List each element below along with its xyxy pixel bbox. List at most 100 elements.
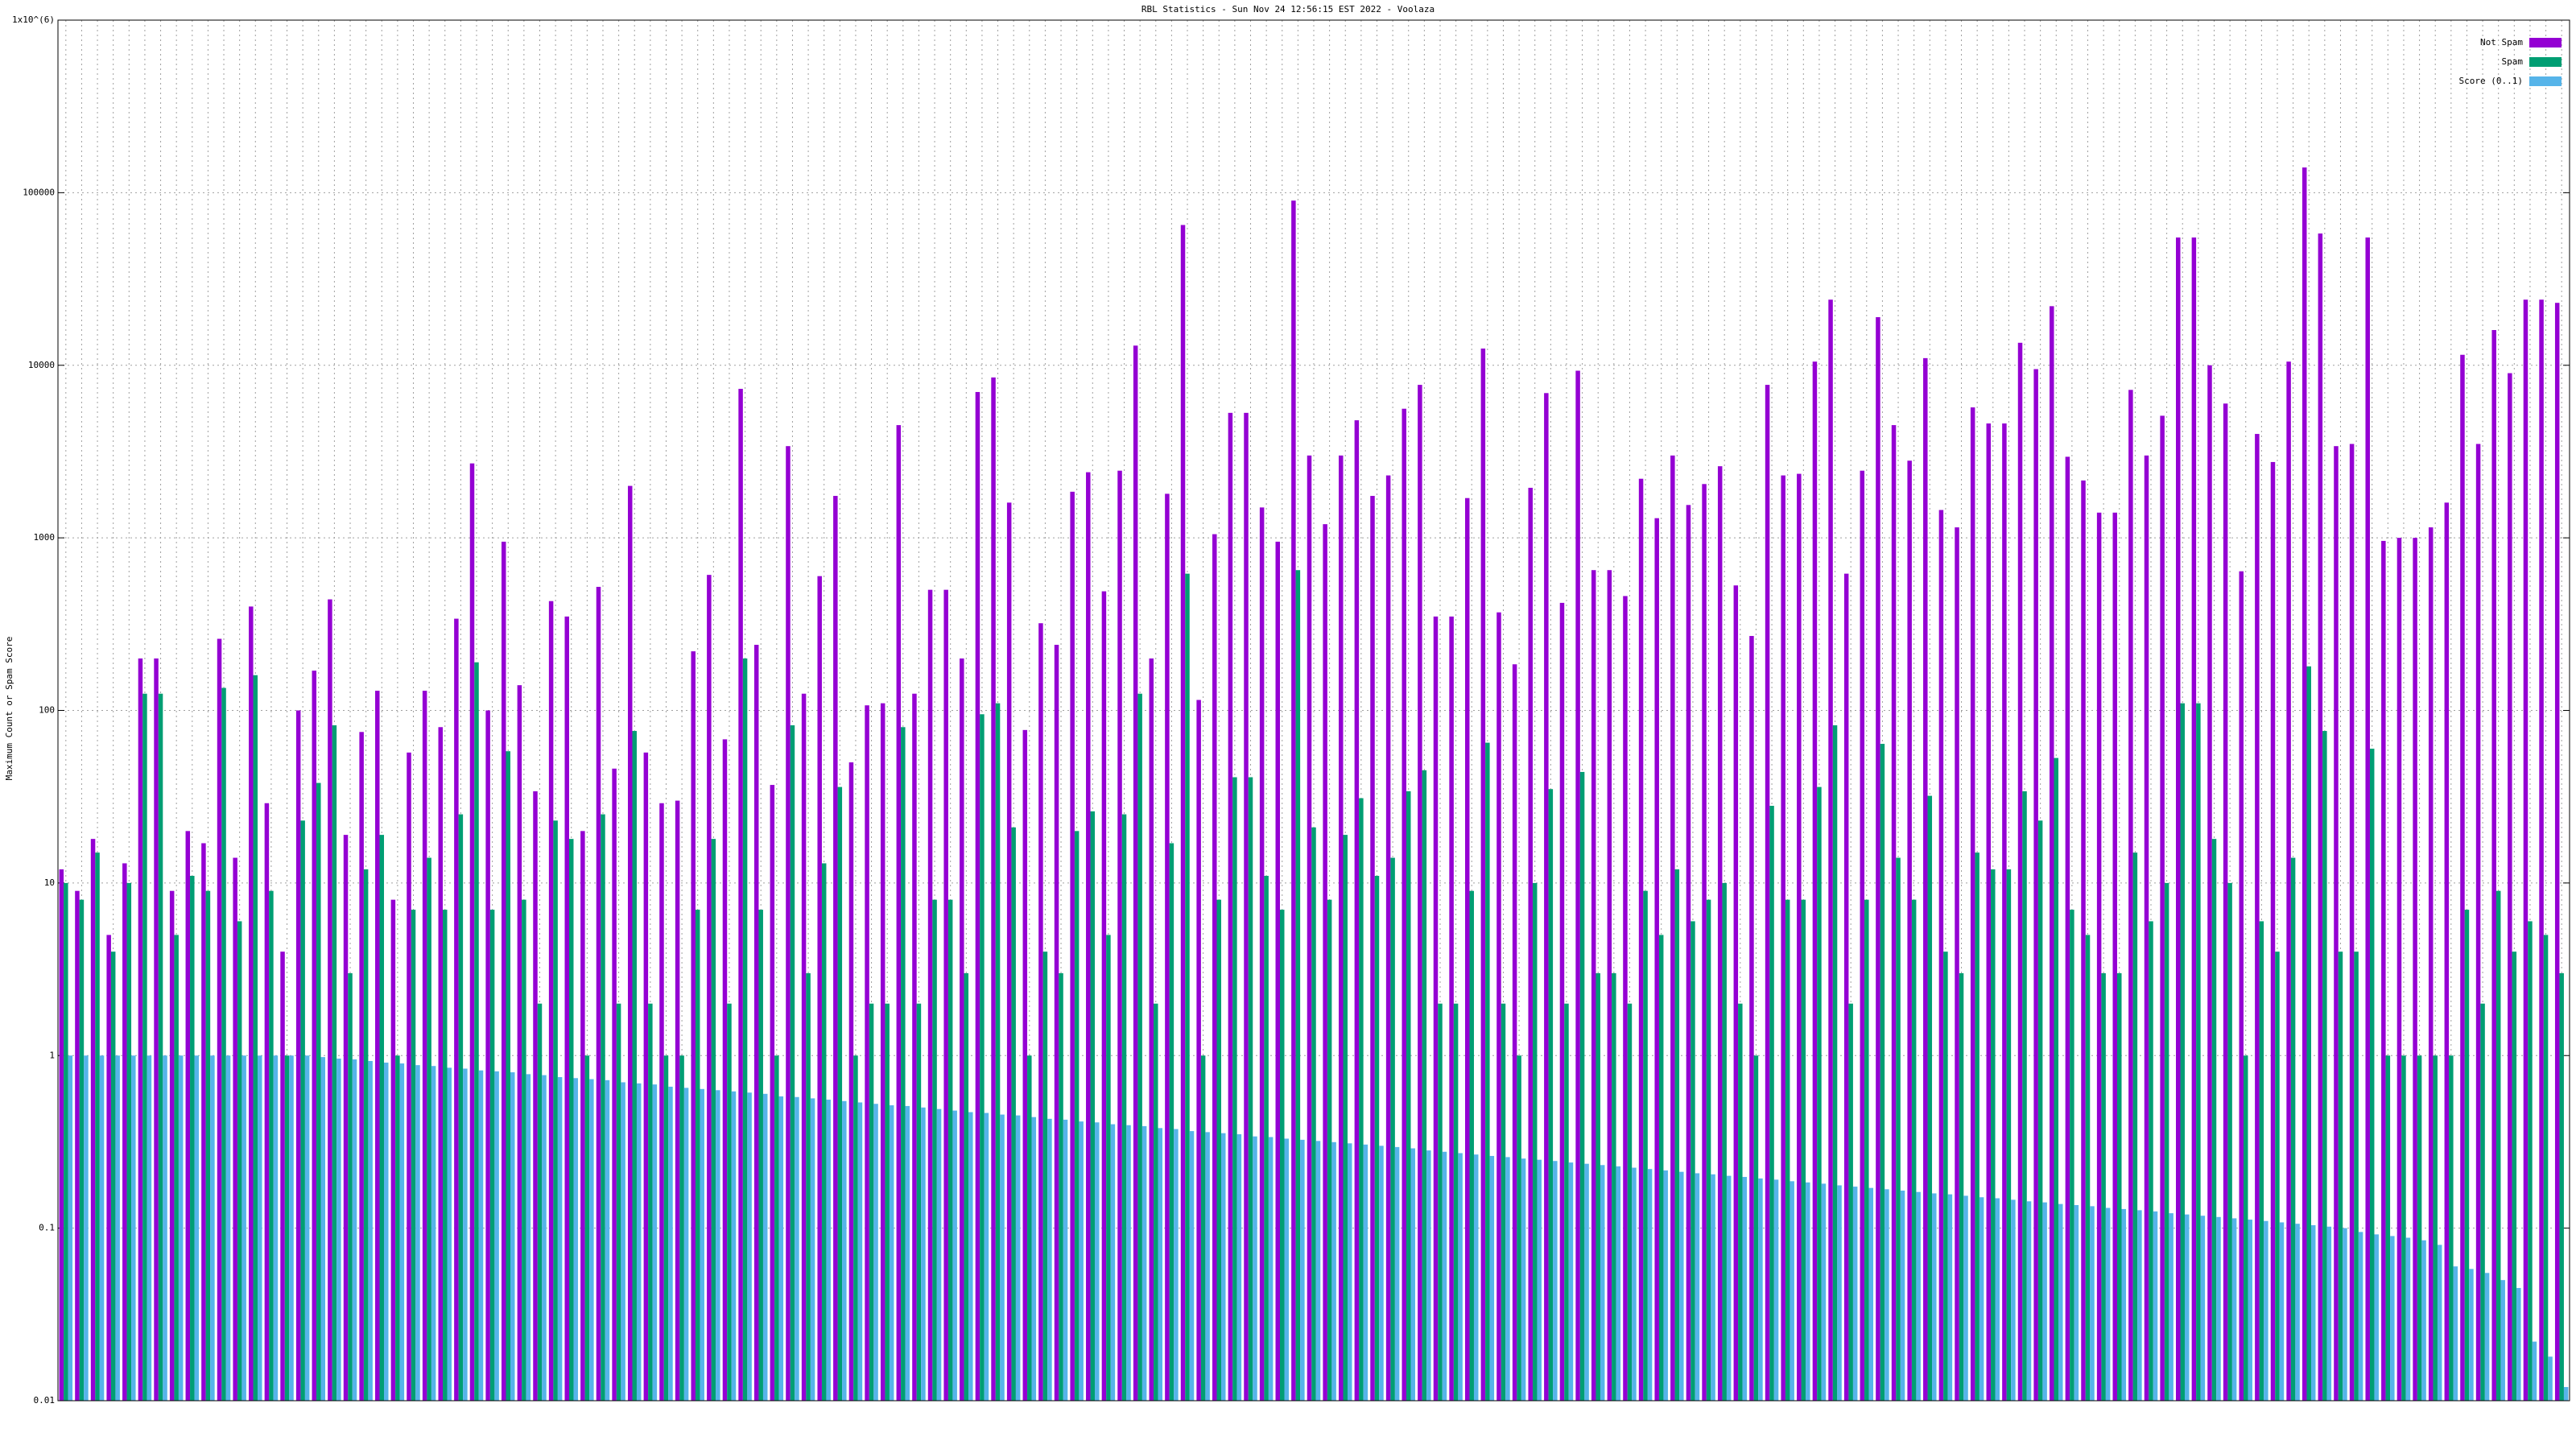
bar bbox=[2216, 1216, 2221, 1401]
bar bbox=[1711, 1174, 1715, 1401]
bar bbox=[2037, 820, 2043, 1401]
bar bbox=[675, 800, 680, 1401]
bar bbox=[2374, 1234, 2379, 1401]
bar bbox=[1244, 412, 1249, 1401]
bar bbox=[2469, 1269, 2474, 1401]
bar bbox=[526, 1074, 531, 1401]
bar bbox=[1643, 890, 1648, 1401]
bar bbox=[1070, 491, 1075, 1401]
bar bbox=[1300, 1139, 1305, 1401]
bar bbox=[522, 899, 526, 1401]
bar bbox=[210, 1055, 215, 1401]
bar bbox=[332, 724, 337, 1401]
bar bbox=[1079, 1121, 1084, 1401]
bar bbox=[1537, 1159, 1542, 1401]
bar bbox=[1259, 507, 1265, 1401]
bar bbox=[1095, 1122, 1100, 1401]
bar bbox=[454, 618, 459, 1401]
bar bbox=[205, 890, 211, 1401]
bar bbox=[95, 852, 100, 1401]
bar bbox=[1212, 534, 1217, 1401]
bar bbox=[1959, 972, 1964, 1401]
bar bbox=[384, 1063, 389, 1401]
bar bbox=[395, 1055, 400, 1401]
legend-swatch bbox=[2529, 57, 2562, 67]
bar bbox=[1154, 1003, 1158, 1401]
bar bbox=[2491, 329, 2496, 1401]
chart-title: RBL Statistics - Sun Nov 24 12:56:15 EST… bbox=[1141, 4, 1435, 14]
bar bbox=[1943, 952, 1948, 1401]
bar bbox=[1797, 473, 1802, 1401]
bar bbox=[1612, 972, 1616, 1401]
bar bbox=[786, 446, 791, 1401]
bar bbox=[163, 1055, 167, 1401]
bar bbox=[2211, 839, 2217, 1401]
bar bbox=[1323, 524, 1327, 1401]
bar bbox=[1022, 729, 1028, 1401]
y-tick-label: 1 bbox=[49, 1050, 55, 1060]
bar bbox=[1307, 455, 1312, 1402]
bar bbox=[438, 727, 444, 1401]
bar bbox=[1876, 316, 1880, 1401]
bar bbox=[494, 1071, 499, 1401]
bar bbox=[548, 601, 554, 1401]
bar bbox=[1126, 1125, 1131, 1401]
bar bbox=[1916, 1191, 1921, 1401]
bar bbox=[1295, 570, 1301, 1401]
bar bbox=[174, 935, 179, 1401]
bar bbox=[636, 1083, 642, 1401]
bar bbox=[905, 1105, 910, 1401]
bar bbox=[258, 1055, 262, 1401]
bar bbox=[249, 606, 254, 1401]
bar bbox=[1106, 935, 1111, 1401]
bar bbox=[2318, 233, 2323, 1402]
bar bbox=[952, 1110, 957, 1401]
bar bbox=[2231, 1218, 2237, 1401]
bar bbox=[458, 814, 464, 1401]
bar bbox=[1821, 1183, 1827, 1401]
bar bbox=[169, 890, 175, 1401]
bar bbox=[742, 658, 748, 1401]
bar bbox=[502, 541, 506, 1401]
bar bbox=[943, 589, 948, 1401]
bar bbox=[1575, 370, 1580, 1401]
bar bbox=[2243, 1055, 2248, 1401]
bar bbox=[2413, 538, 2417, 1401]
bar bbox=[826, 1100, 831, 1401]
bar bbox=[1852, 1187, 1858, 1401]
bar bbox=[312, 671, 317, 1401]
bar bbox=[2176, 237, 2181, 1401]
bar bbox=[738, 389, 743, 1401]
bar bbox=[1174, 1129, 1179, 1401]
bar bbox=[573, 1078, 578, 1401]
bar bbox=[2033, 369, 2038, 1401]
bar bbox=[295, 710, 301, 1401]
bar bbox=[896, 425, 902, 1402]
bar bbox=[1979, 1197, 1984, 1401]
bar bbox=[269, 890, 274, 1401]
bar bbox=[2417, 1055, 2422, 1401]
bar bbox=[1275, 541, 1281, 1401]
bar bbox=[2191, 237, 2197, 1401]
bar bbox=[2153, 1211, 2158, 1401]
bar bbox=[716, 1090, 720, 1401]
bar bbox=[217, 638, 222, 1401]
bar bbox=[857, 1102, 863, 1401]
bar bbox=[707, 575, 712, 1401]
bar bbox=[368, 1061, 373, 1401]
bar bbox=[2338, 952, 2343, 1401]
bar bbox=[1469, 890, 1474, 1401]
bar bbox=[390, 899, 396, 1401]
bar bbox=[691, 651, 696, 1401]
bar bbox=[1074, 831, 1080, 1401]
bar bbox=[517, 685, 522, 1401]
bar bbox=[2101, 972, 2106, 1401]
bar bbox=[557, 1077, 563, 1401]
bar bbox=[901, 727, 906, 1401]
bar bbox=[343, 835, 349, 1401]
bar bbox=[2074, 1204, 2079, 1401]
bar bbox=[747, 1092, 752, 1401]
bar bbox=[1517, 1055, 1521, 1401]
bar bbox=[2310, 1224, 2316, 1401]
bar bbox=[2508, 373, 2512, 1401]
